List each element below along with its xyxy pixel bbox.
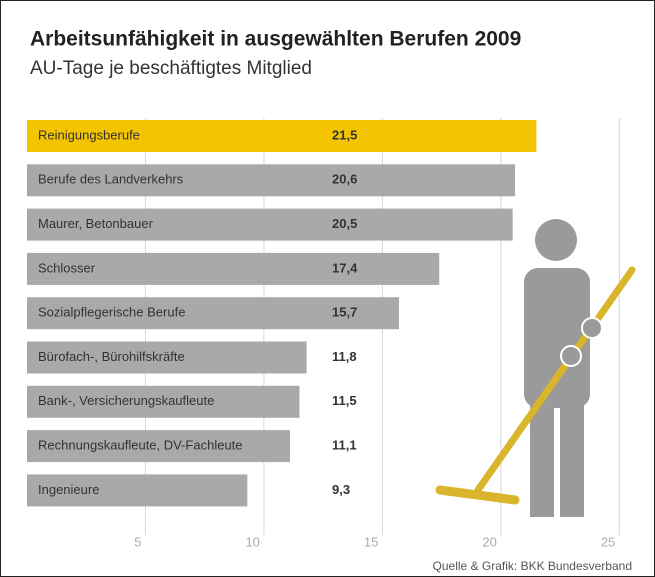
bar [27, 474, 248, 507]
source: Quelle & Grafik: BKK Bundesverband [433, 559, 632, 573]
illustration [435, 219, 636, 517]
bar [27, 341, 307, 374]
bar [27, 164, 516, 197]
figure-head [535, 219, 577, 261]
value-label: 20,6 [332, 172, 357, 187]
value-label: 9,3 [332, 482, 350, 497]
figure-body [524, 268, 590, 408]
category-label: Schlosser [38, 260, 96, 275]
bar [27, 297, 399, 330]
bar [27, 252, 440, 285]
category-label: Ingenieure [38, 482, 99, 497]
category-label: Berufe des Landverkehrs [38, 172, 184, 187]
category-label: Bank-, Versicherungskaufleute [38, 393, 214, 408]
figure-hand [560, 345, 582, 367]
x-tick-label: 10 [245, 534, 259, 549]
bar [27, 385, 300, 418]
broom-head [435, 485, 520, 505]
value-label: 11,1 [332, 438, 357, 453]
value-label: 11,8 [332, 349, 357, 364]
x-tick-label: 15 [364, 534, 378, 549]
value-label: 17,4 [332, 260, 358, 275]
bar [27, 208, 513, 241]
bar [27, 120, 537, 152]
value-label: 15,7 [332, 305, 357, 320]
category-label: Maurer, Betonbauer [38, 216, 154, 231]
category-label: Rechnungskaufleute, DV-Fachleute [38, 438, 243, 453]
value-label: 11,5 [332, 393, 357, 408]
value-label: 21,5 [332, 127, 357, 142]
category-label: Sozialpflegerische Berufe [38, 305, 185, 320]
bars: Reinigungsberufe 21,5 Berufe des Landverke… [27, 120, 537, 507]
category-label: Bürofach-, Bürohilfskräfte [38, 349, 185, 364]
chart-title: Arbeitsunfähigkeit in ausgewählten Beruf… [30, 28, 521, 51]
figure-hand [581, 317, 603, 339]
figure-leg [560, 395, 584, 517]
x-tick-label: 25 [601, 534, 615, 549]
category-label: Reinigungsberufe [38, 127, 140, 142]
x-tick-label: 5 [134, 534, 141, 549]
chart-subtitle: AU-Tage je beschäftigtes Mitglied [30, 58, 312, 79]
value-label: 20,5 [332, 216, 357, 231]
bar [27, 430, 290, 463]
broom-handle [474, 266, 636, 494]
x-tick-label: 20 [482, 534, 496, 549]
